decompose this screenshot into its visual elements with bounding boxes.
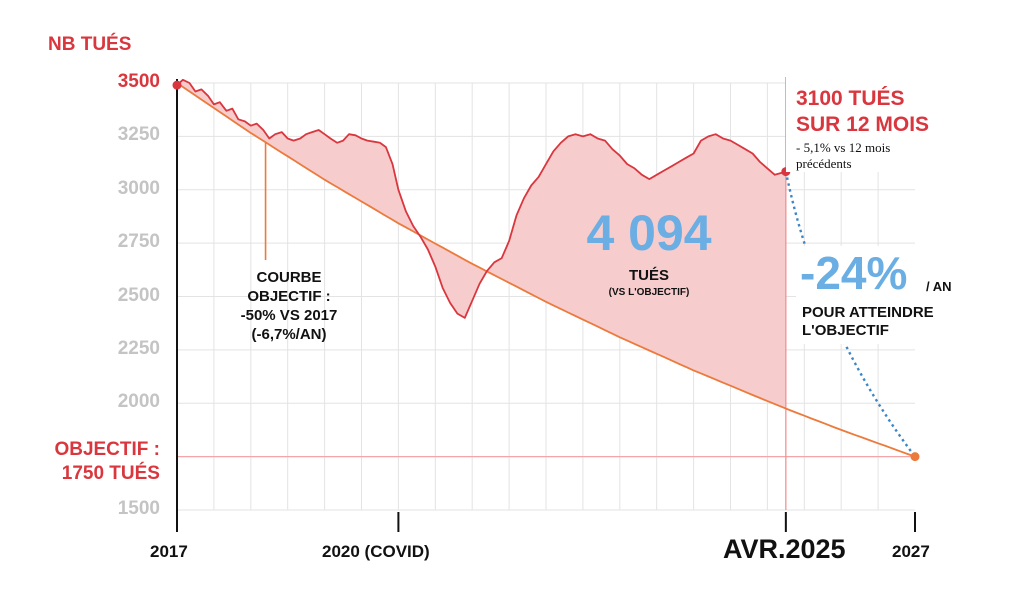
y-tick-label: 2500 xyxy=(117,284,160,306)
x-tick-label: 2017 xyxy=(150,542,188,561)
y-tick-label: 3000 xyxy=(117,177,160,199)
current-value-callout: 3100 TUÉS SUR 12 MOIS - 5,1% vs 12 mois … xyxy=(786,52,976,172)
x-tick-label-current: AVR.2025 xyxy=(723,534,846,564)
start-point xyxy=(172,80,182,90)
current-value-sub-1: - 5,1% vs 12 mois xyxy=(796,140,891,155)
current-value-line-1: 3100 TUÉS xyxy=(796,87,905,110)
annotation-line: (-6,7%/AN) xyxy=(251,326,327,343)
needed-rate-value: -24% xyxy=(800,247,908,299)
target-point xyxy=(910,452,920,462)
needed-rate-text-2: L'OBJECTIF xyxy=(802,322,889,339)
current-value-sub-2: précédents xyxy=(796,156,852,171)
needed-rate-text-1: POUR ATTEINDRE xyxy=(802,304,934,321)
y-tick-label: 2250 xyxy=(117,337,160,359)
y-tick-label: 3250 xyxy=(117,124,160,146)
y-tick-label: 2750 xyxy=(117,231,160,253)
target-label: OBJECTIF : 1750 TUÉS xyxy=(18,438,160,486)
target-label-line-2: 1750 TUÉS xyxy=(61,463,160,484)
y-tick-label: 3500 xyxy=(117,71,160,92)
current-value-line-2: SUR 12 MOIS xyxy=(796,113,930,136)
y-tick-label: 1500 xyxy=(117,498,160,519)
needed-rate-callout: -24% / AN POUR ATTEINDRE L'OBJECTIF xyxy=(796,246,968,344)
y-tick-label: 2000 xyxy=(117,391,160,413)
target-curve xyxy=(176,82,916,458)
annotation-line: COURBE xyxy=(256,269,322,286)
needed-rate-unit: / AN xyxy=(926,279,952,294)
actual-line xyxy=(176,78,787,319)
y-axis-title: NB TUÉS xyxy=(48,34,132,55)
annotation-line: OBJECTIF : xyxy=(247,288,331,305)
x-tick-label: 2020 (COVID) xyxy=(322,542,430,561)
target-curve-annotation: COURBE OBJECTIF : -50% VS 2017 (-6,7%/AN… xyxy=(205,268,373,344)
gap-label: TUÉS xyxy=(628,267,669,284)
gap-area xyxy=(177,79,786,409)
annotation-line: -50% VS 2017 xyxy=(240,307,338,324)
target-label-line-1: OBJECTIF : xyxy=(54,439,160,460)
gap-sublabel: (VS L'OBJECTIF) xyxy=(608,287,690,298)
x-tick-label: 2027 xyxy=(892,542,930,561)
gap-value: 4 094 xyxy=(586,205,712,261)
